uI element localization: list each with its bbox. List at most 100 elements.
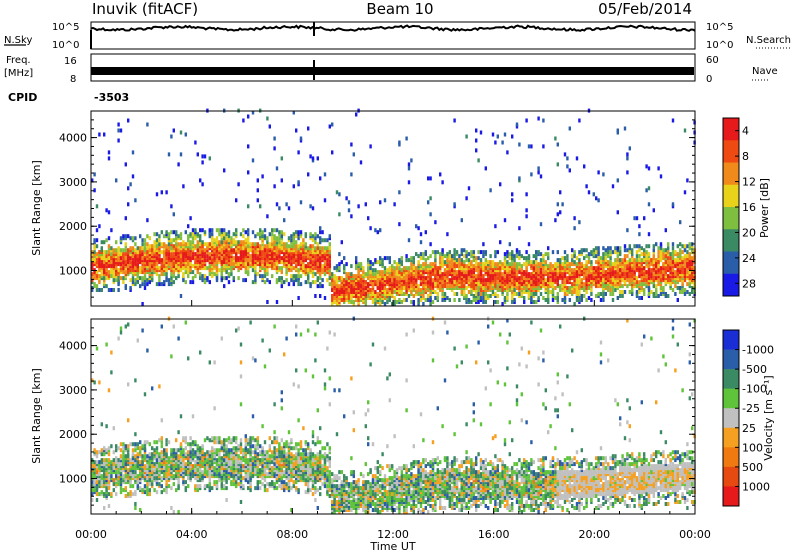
heatmap-cell [141,328,144,333]
heatmap-cell [165,276,168,281]
heatmap-cell [160,418,163,423]
heatmap-cell [592,248,595,253]
heatmap-cell [213,264,216,269]
heatmap-cell [628,274,631,279]
heatmap-cell [184,436,187,441]
heatmap-cell [635,280,639,285]
cpid-label: CPID [8,91,37,104]
heatmap-cell [223,284,226,289]
heatmap-cell [484,262,487,267]
heatmap-cell [232,248,235,253]
heatmap-cell [304,242,307,247]
heatmap-cell [316,284,319,289]
heatmap-cell [131,484,135,489]
heatmap-cell [441,256,444,261]
heatmap-cell [160,190,163,195]
heatmap-cell [448,254,451,259]
heatmap-cell [357,262,360,267]
heatmap-cell [676,244,679,249]
heatmap-cell [110,288,113,292]
heatmap-cell [290,268,293,273]
heatmap-cell [364,292,367,296]
heatmap-cell [292,242,295,247]
heatmap-cell [405,286,408,290]
heatmap-cell [477,292,480,296]
heatmap-cell [100,422,103,427]
heatmap-cell [91,458,94,463]
heatmap-cell [362,270,365,275]
heatmap-cell [566,254,569,259]
heatmap-cell [134,242,137,247]
heatmap-cell [254,242,257,247]
heatmap-cell [163,242,166,247]
station-title: Inuvik (fitACF) [92,0,198,18]
heatmap-cell [465,270,468,275]
heatmap-cell [470,282,473,287]
heatmap-cell [465,258,468,263]
heatmap-cell [338,252,341,257]
heatmap-cell [602,282,605,287]
heatmap-cell [410,300,413,304]
heatmap-cell [683,278,687,283]
heatmap-cell [206,266,209,271]
heatmap-cell [357,204,360,209]
heatmap-cell [556,162,559,167]
heatmap-cell [645,270,648,275]
heatmap-cell [177,480,180,485]
heatmap-cell [604,248,607,253]
heatmap-cell [331,122,334,127]
heatmap-cell [91,378,94,383]
heatmap-cell [503,132,507,137]
heatmap-cell [227,250,231,255]
heatmap-cell [127,468,130,473]
heatmap-cell [283,280,286,285]
heatmap-cell [657,246,660,251]
heatmap-cell [326,258,329,263]
heatmap-cell [151,244,154,249]
heatmap-cell [623,290,627,294]
heatmap-cell [175,230,178,235]
heatmap-cell [475,138,478,143]
heatmap-cell [647,202,651,207]
heatmap-cell [131,246,135,251]
heatmap-cell [311,156,315,161]
heatmap-cell [441,298,444,302]
heatmap-cell [115,470,118,475]
heatmap-cell [664,248,667,253]
heatmap-cell [124,252,127,257]
heatmap-cell [223,232,226,237]
heatmap-cell [95,270,99,275]
heatmap-cell [412,256,415,261]
heatmap-cell [134,502,137,506]
heatmap-cell [151,470,154,475]
heatmap-cell [319,226,322,231]
heatmap-cell [499,288,502,292]
heatmap-cell [587,190,591,195]
heatmap-cell [676,258,679,263]
heatmap-cell [115,448,118,453]
heatmap-cell [470,290,473,294]
heatmap-cell [323,238,327,243]
heatmap-cell [532,300,535,304]
heatmap-cell [340,260,343,265]
beam-title: Beam 10 [366,0,433,18]
heatmap-cell [170,464,173,469]
heatmap-cell [405,258,408,263]
heatmap-cell [355,112,358,117]
heatmap-cell [383,286,387,290]
heatmap-cell [191,232,195,237]
heatmap-cell [475,298,478,302]
heatmap-cell [561,284,564,289]
heatmap-cell [527,272,531,277]
heatmap-cell [134,378,137,383]
heatmap-cell [275,250,279,255]
heatmap-cell [652,278,655,283]
heatmap-cell [523,270,526,275]
heatmap-cell [268,124,271,129]
heatmap-cell [278,276,281,281]
heatmap-cell [95,450,99,455]
freq-label: Freq. [6,55,31,66]
heatmap-cell [136,338,139,343]
heatmap-cell [686,250,689,255]
heatmap-cell [158,482,161,487]
